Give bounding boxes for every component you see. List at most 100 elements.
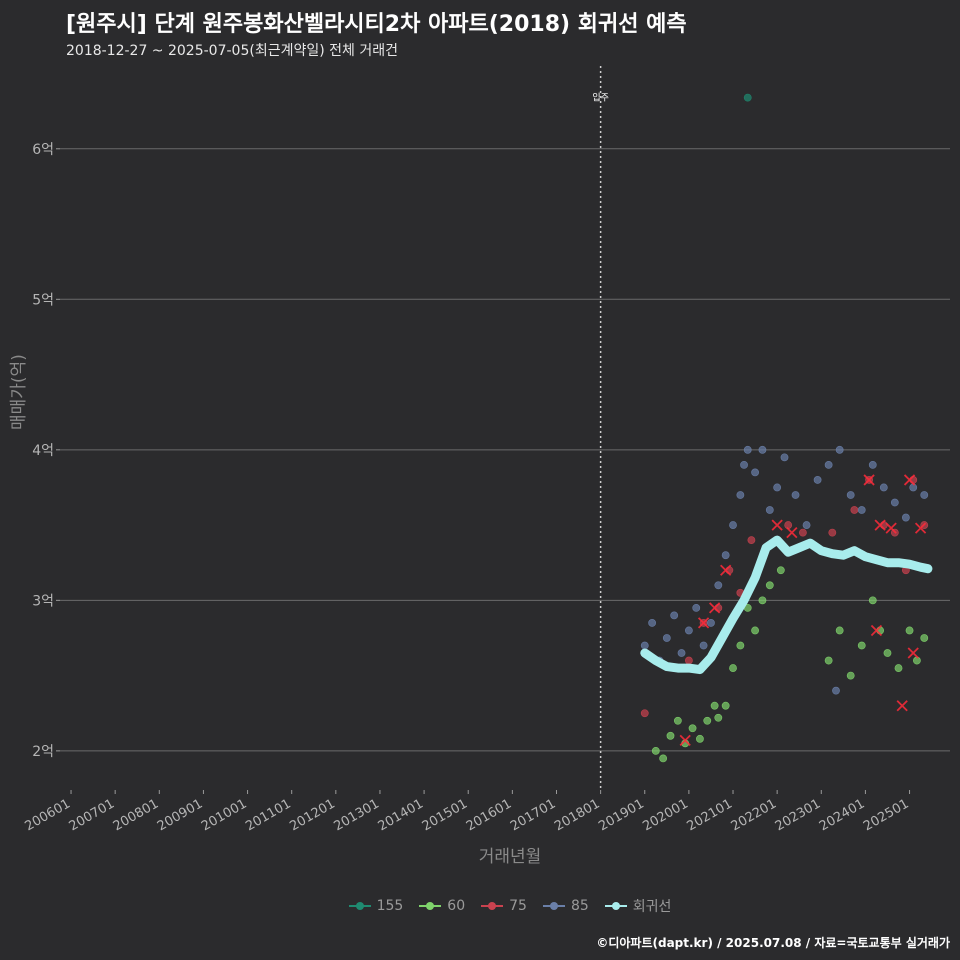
y-tick-label: 4억	[32, 443, 54, 459]
legend-key-155	[348, 900, 371, 912]
x-axis-label: 거래년월	[478, 847, 542, 867]
point-60	[765, 581, 774, 590]
point-75	[684, 656, 693, 665]
point-155	[743, 93, 752, 102]
point-85	[736, 491, 745, 499]
x-tick-label: 201001	[199, 796, 249, 834]
point-85	[692, 603, 701, 612]
chart-subtitle: 2018-12-27 ~ 2025-07-05(최근계약일) 전체 거래건	[66, 43, 398, 59]
point-60	[710, 701, 719, 710]
legend-label-75: 75	[509, 898, 527, 914]
axis-layer: 2억 3억 4억 5억 6억 200601200701200801200901201001…	[23, 92, 912, 835]
legend: 155 60 75 85 회귀선	[0, 896, 960, 916]
x-marker	[708, 602, 721, 614]
point-85	[714, 581, 723, 590]
x-tick-label: 202301	[773, 796, 823, 834]
point-85	[662, 634, 671, 642]
legend-label-85: 85	[570, 898, 589, 914]
point-85	[699, 641, 708, 650]
x-tick-label: 201101	[243, 796, 293, 834]
x-tick-label: 201201	[287, 796, 337, 834]
point-85	[835, 445, 844, 454]
point-85	[677, 649, 686, 657]
point-85	[758, 445, 767, 454]
point-85	[648, 619, 657, 627]
point-85	[780, 453, 789, 462]
legend-label-regression: 회귀선	[632, 899, 672, 915]
point-60	[894, 664, 903, 672]
point-60	[659, 754, 668, 763]
point-85	[765, 506, 774, 514]
move-in-label: 입주	[592, 92, 609, 104]
point-85	[890, 498, 899, 507]
x-tick-label: 201501	[420, 796, 470, 834]
point-75	[784, 521, 793, 529]
x-tick-label: 201601	[464, 796, 514, 834]
y-tick-label: 3억	[32, 593, 54, 609]
point-60	[673, 716, 682, 725]
legend-key-75	[481, 900, 504, 912]
y-axis-label: 매매가(억)	[9, 354, 29, 430]
legend-item-85: 85	[542, 896, 589, 916]
point-85	[721, 551, 730, 560]
point-75	[640, 709, 649, 718]
point-85	[670, 611, 679, 620]
point-60	[714, 713, 723, 722]
x-marker	[697, 617, 710, 629]
regression-line	[640, 535, 933, 675]
x-tick-label: 202101	[685, 796, 735, 834]
y-tick-label: 5억	[32, 292, 54, 308]
point-85	[879, 483, 888, 492]
legend-item-60: 60	[419, 896, 465, 916]
legend-key-85	[542, 900, 565, 912]
point-60	[857, 641, 866, 650]
point-60	[758, 596, 767, 605]
x-marker	[863, 474, 875, 486]
x-marker	[771, 519, 783, 531]
legend-item-regression: 회귀선	[604, 896, 672, 916]
x-tick-label: 201701	[508, 796, 558, 834]
source-caption: ©디아파트(dapt.kr) / 2025.07.08 / 자료=국토교통부 실…	[596, 936, 950, 950]
x-tick-label: 201901	[596, 796, 646, 834]
point-60	[920, 634, 929, 642]
point-85	[751, 468, 759, 477]
point-60	[696, 734, 704, 743]
legend-label-60: 60	[447, 898, 466, 914]
point-85	[846, 491, 855, 499]
x-marker	[874, 519, 886, 531]
point-60	[905, 626, 914, 635]
point-85	[832, 686, 840, 695]
x-marker	[903, 474, 916, 486]
point-60	[868, 596, 877, 605]
y-tick-label: 6억	[32, 142, 54, 158]
point-85	[684, 626, 693, 635]
point-85	[857, 506, 866, 514]
point-60	[651, 746, 660, 755]
x-marker	[786, 526, 798, 539]
x-tick-label: 202501	[861, 796, 911, 834]
point-85	[901, 513, 910, 522]
point-85	[868, 460, 877, 469]
point-60	[846, 671, 855, 680]
point-85	[909, 483, 918, 492]
point-60	[703, 716, 712, 725]
point-60	[883, 649, 892, 657]
legend-item-155: 155	[348, 896, 403, 916]
point-60	[776, 566, 785, 575]
x-marker	[914, 522, 927, 534]
point-85	[773, 483, 782, 492]
x-tick-label: 202001	[640, 796, 690, 834]
point-75	[747, 536, 756, 545]
point-60	[666, 731, 675, 740]
x-tick-label: 202201	[729, 796, 779, 834]
point-85	[707, 619, 715, 627]
x-tick-label: 200601	[23, 796, 73, 834]
point-85	[802, 521, 811, 529]
x-tick-label: 201301	[331, 796, 381, 834]
x-marker	[870, 624, 883, 637]
point-60	[736, 641, 745, 650]
point-85	[824, 460, 833, 469]
x-marker	[679, 734, 691, 746]
legend-key-regression	[604, 900, 627, 912]
